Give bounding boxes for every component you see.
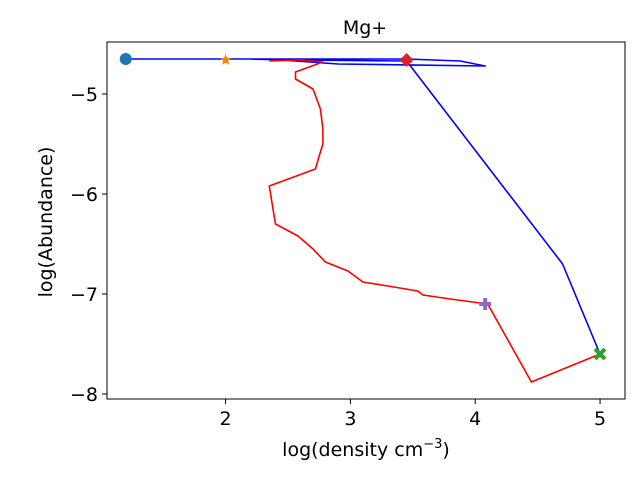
y-tick-label-7: −7 bbox=[70, 284, 98, 306]
plot-frame bbox=[106, 41, 626, 400]
x-tick-label-5: 5 bbox=[594, 408, 606, 430]
marker-x-5 bbox=[593, 347, 607, 361]
x-axis-label-superscript: −3 bbox=[423, 437, 442, 452]
series-line-1 bbox=[125, 58, 601, 355]
x-axis-label: log(density cm−3) bbox=[282, 437, 450, 461]
plot-lines bbox=[125, 58, 601, 383]
y-axis: −5 −6 −7 −8 bbox=[70, 84, 107, 406]
x-tick-label-4: 4 bbox=[469, 408, 481, 430]
x-axis-label-text: log(density cm bbox=[282, 439, 423, 461]
series-line-2 bbox=[268, 59, 601, 383]
marker-circle-1 bbox=[119, 53, 132, 65]
marker-diamond-3 bbox=[399, 53, 414, 67]
y-tick-label-6: −6 bbox=[70, 184, 98, 206]
y-axis-label: log(Abundance) bbox=[35, 147, 57, 298]
plot-markers bbox=[119, 53, 607, 361]
x-tick-label-2: 2 bbox=[220, 408, 232, 430]
chart-title: Mg+ bbox=[343, 17, 387, 39]
x-tick-label-3: 3 bbox=[344, 408, 356, 430]
x-axis: 2 3 4 5 bbox=[220, 399, 606, 430]
marker-star-2 bbox=[219, 54, 232, 65]
x-axis-label-suffix: ) bbox=[442, 439, 449, 461]
y-tick-label-5: −5 bbox=[70, 84, 98, 106]
y-tick-label-8: −8 bbox=[70, 384, 98, 406]
marker-plus-4 bbox=[479, 298, 492, 310]
